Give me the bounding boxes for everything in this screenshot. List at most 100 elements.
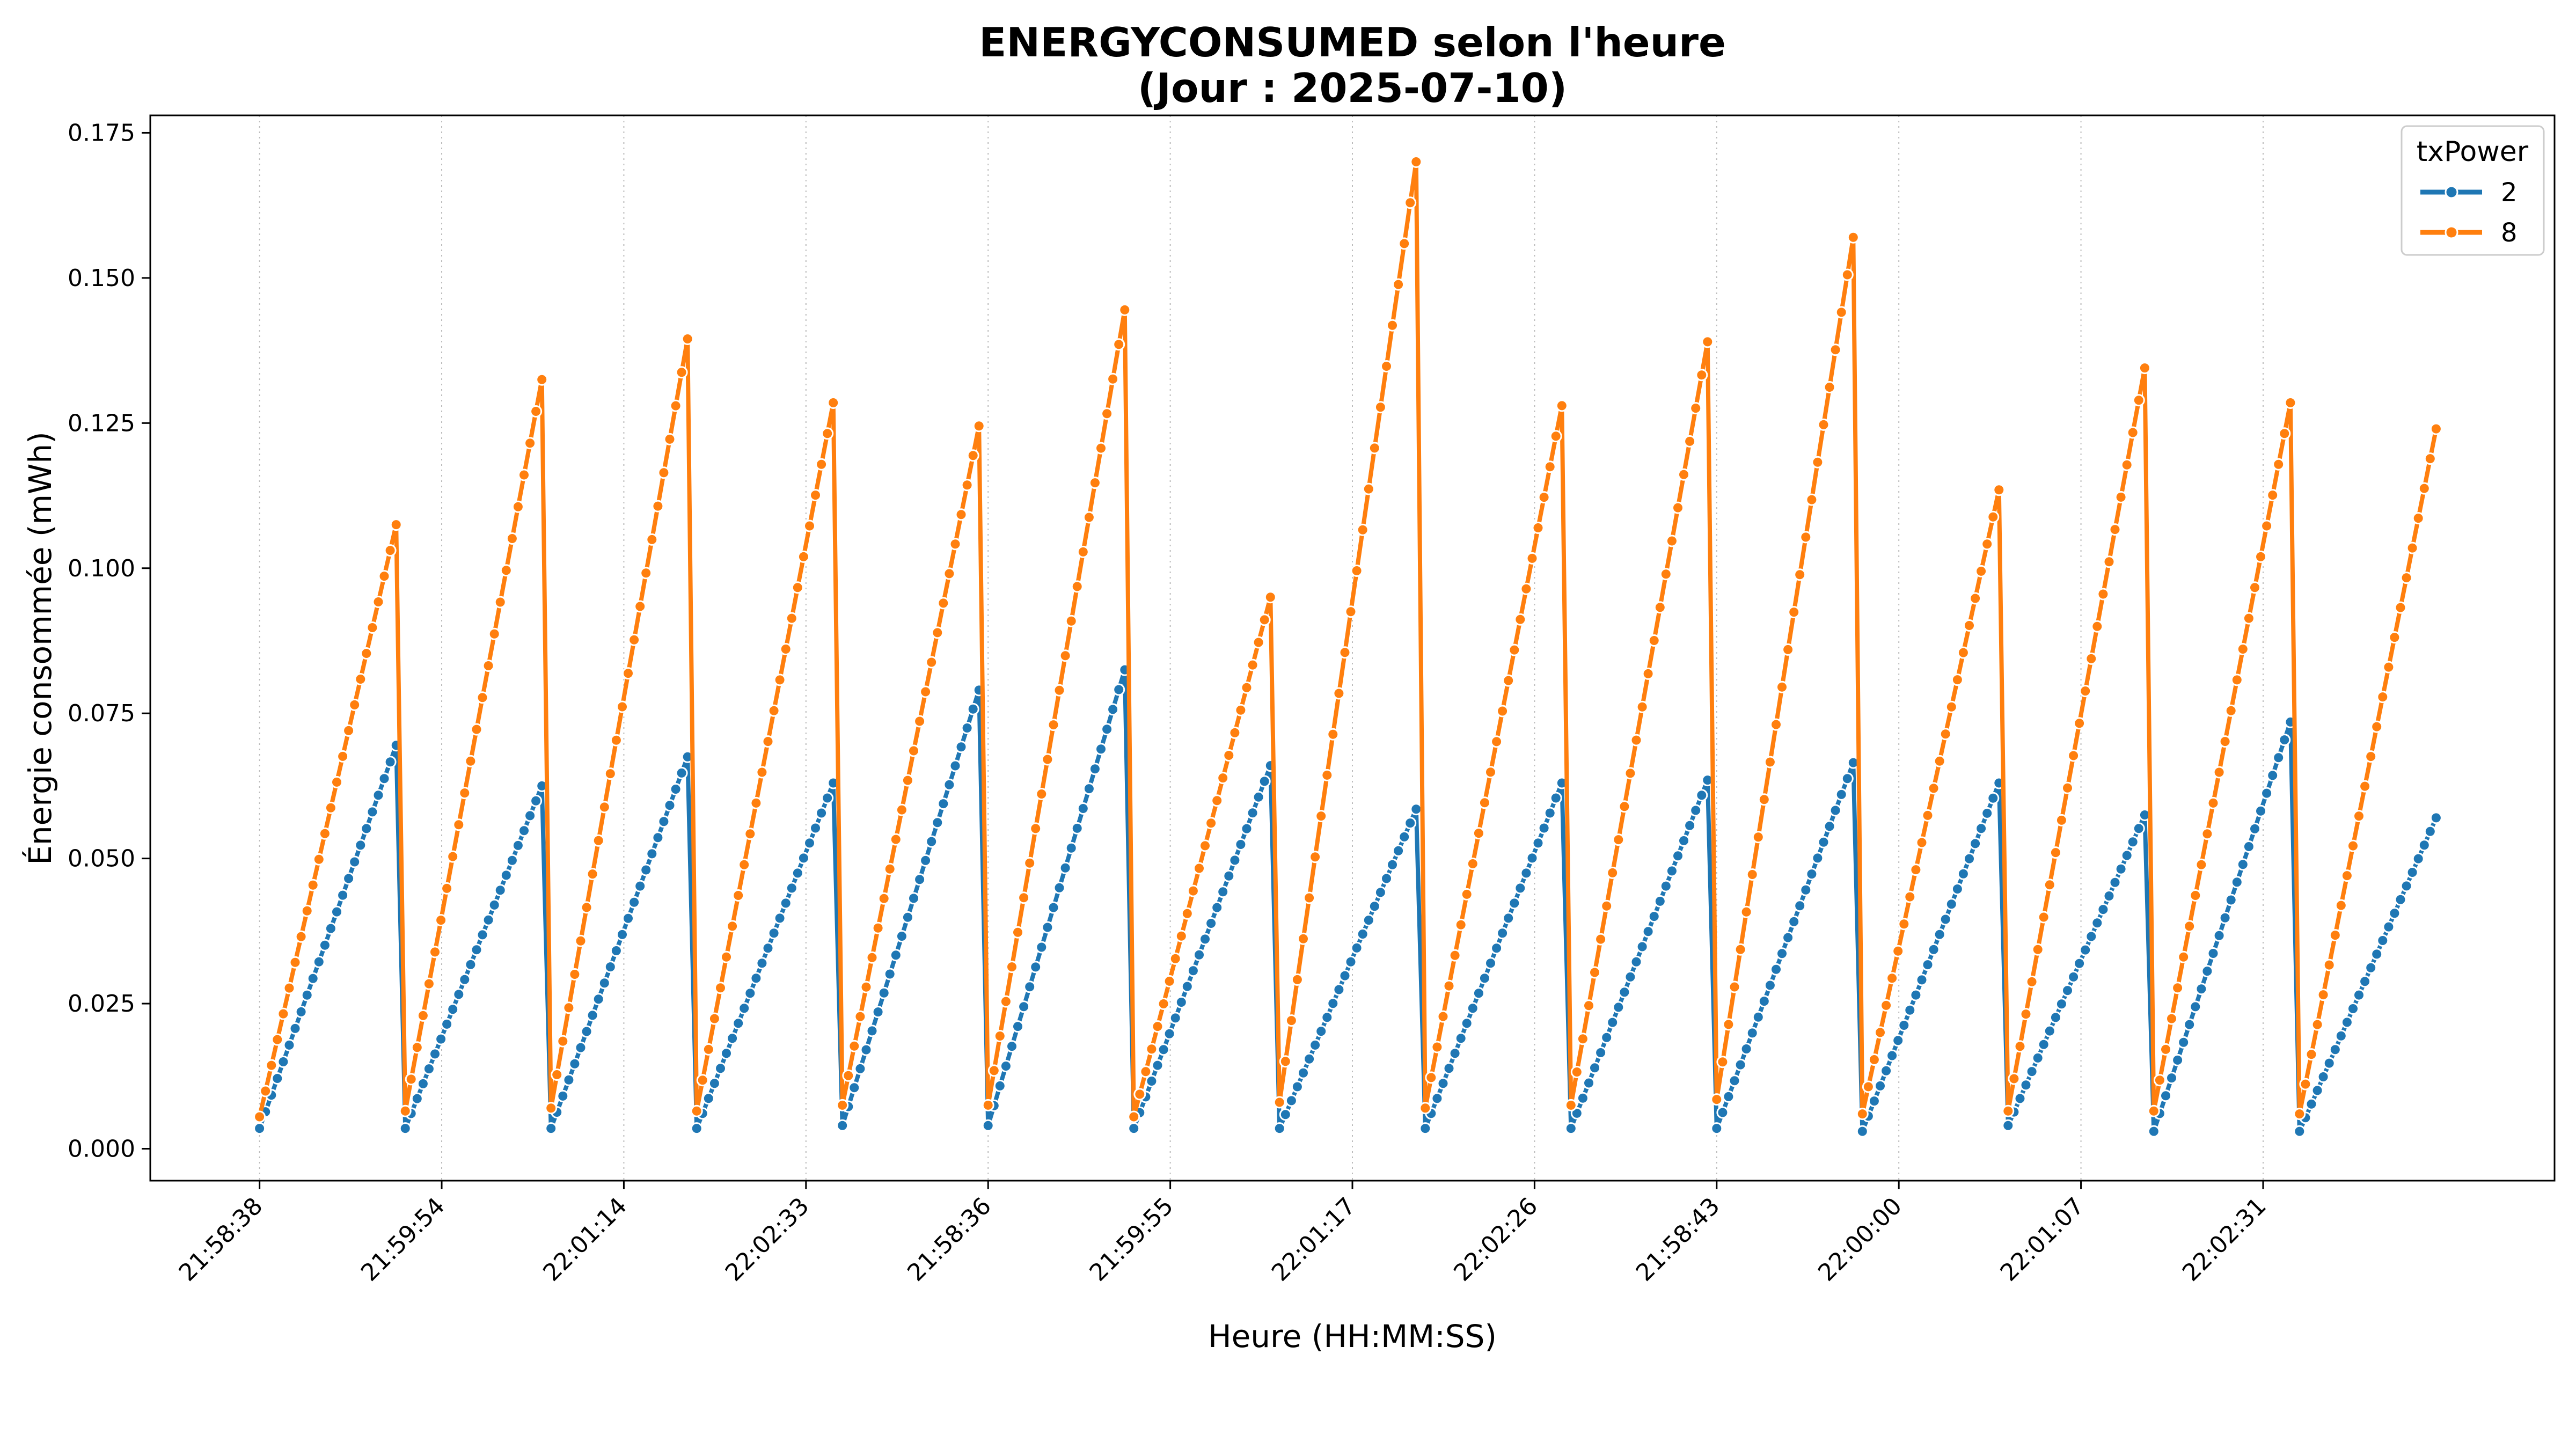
data-point: [2359, 780, 2372, 793]
data-point: [324, 922, 337, 935]
data-point: [883, 968, 896, 980]
data-point: [1583, 1077, 1595, 1089]
data-point: [1868, 1095, 1880, 1108]
data-point: [2365, 961, 2377, 974]
data-point: [411, 1041, 423, 1054]
data-point: [557, 1035, 569, 1048]
data-point: [1770, 963, 1782, 976]
data-point: [253, 1110, 266, 1123]
data-point: [815, 807, 828, 819]
data-point: [1118, 303, 1131, 316]
data-point: [1710, 1093, 1723, 1106]
data-point: [1564, 1122, 1577, 1135]
data-point: [1321, 1011, 1334, 1024]
data-point: [1898, 918, 1911, 931]
data-point: [1886, 972, 1899, 985]
data-point: [773, 912, 786, 925]
data-point: [2266, 489, 2279, 502]
data-point: [913, 715, 926, 728]
data-point: [2418, 839, 2431, 852]
data-point: [2323, 958, 2336, 971]
data-point: [1258, 613, 1271, 626]
data-point: [1532, 837, 1545, 850]
data-point: [872, 921, 884, 934]
data-point: [628, 896, 641, 909]
data-point: [2219, 735, 2231, 748]
data-point: [943, 567, 956, 580]
data-point: [1746, 1027, 1759, 1040]
data-point: [1752, 1011, 1765, 1023]
data-point: [2278, 734, 2291, 747]
data-point: [568, 1057, 581, 1070]
data-point: [1915, 836, 1928, 849]
data-point: [744, 828, 757, 840]
data-point: [1594, 933, 1607, 946]
data-point: [1113, 338, 1125, 351]
data-point: [779, 897, 792, 910]
data-point: [1555, 399, 1568, 412]
data-point: [675, 766, 688, 779]
data-point: [1309, 1038, 1322, 1051]
data-point: [1437, 1077, 1450, 1090]
data-point: [1927, 782, 1940, 795]
data-point: [2353, 810, 2365, 823]
data-point: [1880, 999, 1893, 1012]
data-point: [767, 927, 780, 940]
data-point: [366, 621, 379, 634]
data-point: [318, 827, 331, 840]
data-point: [1107, 703, 1119, 716]
data-point: [1993, 484, 2006, 496]
data-point: [1886, 1049, 1899, 1062]
data-point: [574, 934, 587, 947]
data-point: [2429, 811, 2442, 824]
data-point: [1921, 958, 1934, 971]
y-tick-label: 0.000: [68, 1136, 135, 1163]
data-point: [2376, 691, 2389, 704]
data-point: [2160, 1043, 2172, 1056]
data-point: [1805, 868, 1818, 881]
data-point: [1187, 964, 1199, 977]
data-point: [2429, 422, 2442, 435]
data-point: [1817, 836, 1830, 848]
data-point: [265, 1059, 278, 1072]
data-point: [1514, 613, 1527, 626]
data-point: [1576, 1092, 1589, 1104]
data-point: [1410, 156, 1423, 168]
data-point: [720, 1047, 733, 1060]
data-point: [1095, 743, 1107, 756]
data-point: [1799, 531, 1812, 544]
data-point: [1496, 705, 1509, 718]
data-point: [1398, 830, 1411, 843]
data-point: [967, 449, 979, 462]
data-point: [1315, 810, 1328, 823]
data-point: [756, 957, 769, 970]
data-point: [821, 792, 834, 804]
data-point: [2195, 983, 2208, 996]
data-point: [604, 961, 617, 974]
data-point: [1228, 726, 1241, 739]
data-point: [1047, 901, 1060, 914]
data-point: [2109, 876, 2121, 889]
data-point: [669, 399, 682, 412]
data-point: [1380, 872, 1393, 885]
data-point: [1059, 861, 1072, 874]
data-point: [2189, 1000, 2202, 1013]
data-point: [399, 1104, 412, 1117]
data-point: [1041, 921, 1054, 934]
data-point: [2109, 523, 2121, 536]
data-point: [452, 818, 465, 831]
data-point: [750, 796, 763, 809]
data-point: [536, 373, 548, 386]
data-point: [2334, 899, 2347, 912]
data-point: [1234, 838, 1247, 851]
data-point: [702, 1043, 715, 1056]
data-point: [681, 333, 694, 345]
data-point: [1350, 941, 1363, 954]
data-point: [259, 1085, 272, 1097]
data-point: [2031, 1051, 2044, 1064]
data-point: [574, 1041, 587, 1054]
legend-marker-2: [2445, 185, 2458, 199]
data-point: [422, 977, 435, 990]
data-point: [336, 889, 349, 902]
data-point: [1722, 1018, 1735, 1031]
